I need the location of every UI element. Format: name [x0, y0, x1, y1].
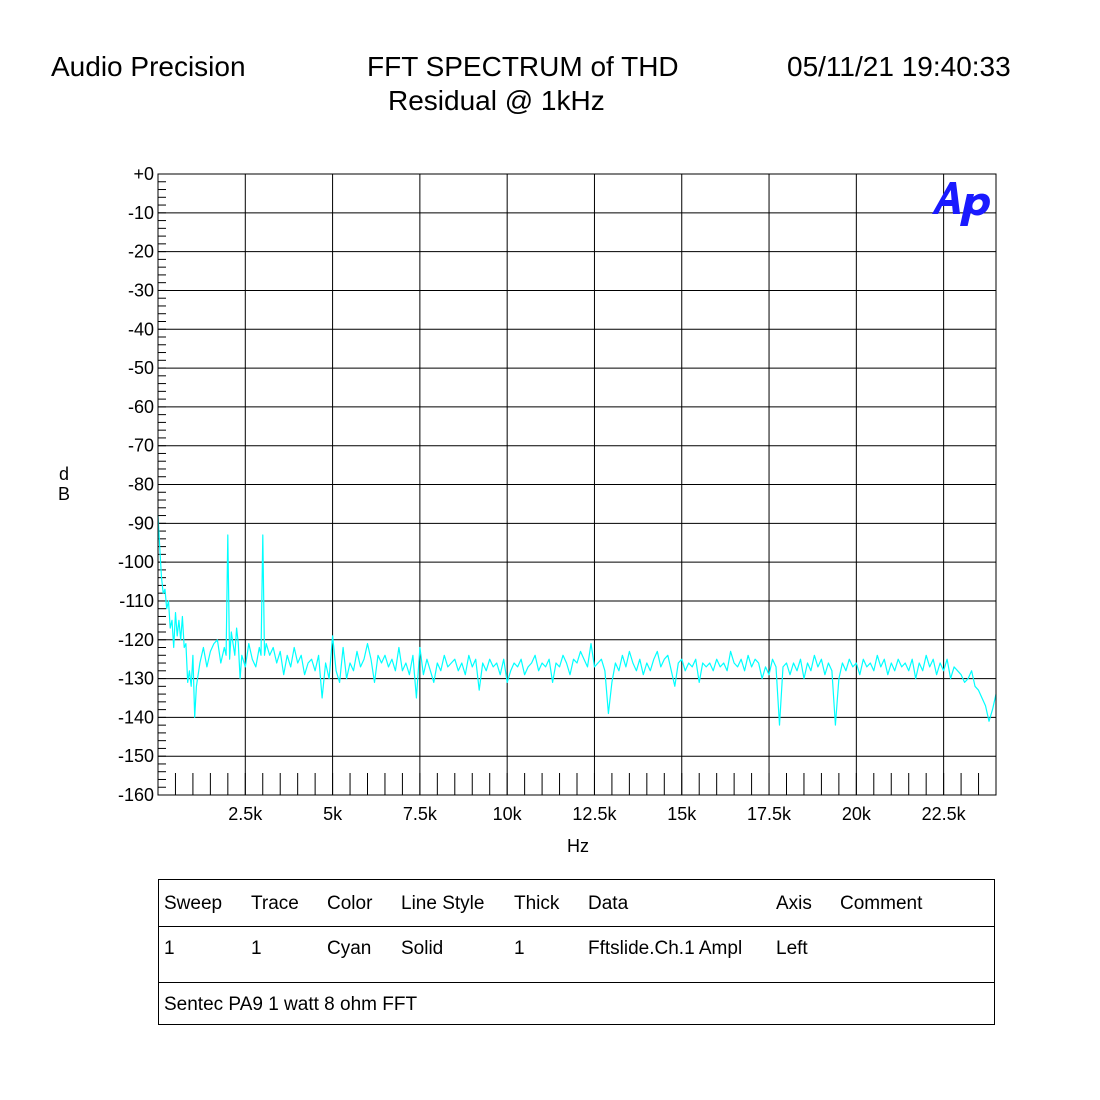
legend-header-axis: Axis	[776, 893, 812, 914]
y-tick-label: -30	[128, 280, 154, 300]
y-tick-label: -150	[118, 746, 154, 766]
x-tick-label: 17.5k	[747, 804, 792, 824]
brand-name: Audio Precision	[51, 51, 246, 82]
y-tick-labels: +0 -10 -20 -30 -40 -50 -60 -70 -80 -90 -100 -110 -12…	[118, 164, 154, 805]
y-tick-label: -20	[128, 242, 154, 262]
legend-header-line-style: Line Style	[401, 893, 485, 914]
chart-subtitle: Residual @ 1kHz	[388, 85, 605, 116]
x-axis-label: Hz	[567, 836, 589, 856]
fft-trace-line	[157, 515, 997, 726]
x-tick-label: 12.5k	[572, 804, 617, 824]
legend-cell-color: Cyan	[327, 938, 372, 959]
y-tick-label: -110	[119, 591, 154, 611]
ap-logo	[932, 182, 990, 226]
plot-frame	[157, 173, 997, 796]
y-tick-label: -140	[118, 707, 154, 727]
y-tick-label: -60	[128, 397, 154, 417]
legend-data-row: 1 1 Cyan Solid 1 Fftslide.Ch.1 Ampl Left	[159, 926, 994, 983]
chart-title: FFT SPECTRUM of THD	[367, 51, 679, 82]
legend-header-color: Color	[327, 893, 373, 914]
legend-comment-row: Sentec PA9 1 watt 8 ohm FFT	[159, 982, 994, 1026]
y-tick-label: -80	[128, 475, 154, 495]
timestamp: 05/11/21 19:40:33	[787, 51, 1011, 82]
x-tick-label: 7.5k	[403, 804, 438, 824]
legend-cell-sweep: 1	[164, 938, 175, 959]
y-tick-label: -50	[128, 358, 154, 378]
y-tick-label: -40	[128, 319, 154, 339]
y-tick-label: -10	[128, 203, 154, 223]
legend-header-row: Sweep Trace Color Line Style Thick Data …	[159, 880, 994, 927]
legend-cell-axis: Left	[776, 938, 808, 959]
traces	[157, 515, 997, 726]
legend-header-data: Data	[588, 893, 629, 914]
legend-header-sweep: Sweep	[164, 893, 223, 914]
y-tick-label: -90	[128, 513, 154, 533]
legend-cell-line-style: Solid	[401, 938, 444, 959]
logo-letter-a	[932, 182, 960, 214]
legend-cell-data: Fftslide.Ch.1 Ampl	[588, 938, 743, 959]
logo-letter-p	[960, 193, 990, 226]
y-tick-label: -100	[118, 552, 154, 572]
fft-chart: +0 -10 -20 -30 -40 -50 -60 -70 -80 -90 -100 -110 -12…	[118, 164, 997, 856]
legend-header-thick: Thick	[514, 893, 560, 914]
y-tick-label: +0	[133, 164, 154, 184]
x-tick-label: 5k	[323, 804, 343, 824]
legend-comment-text: Sentec PA9 1 watt 8 ohm FFT	[164, 994, 418, 1015]
x-tick-labels: 2.5k 5k 7.5k 10k 12.5k 15k 17.5k 20k 22.5k	[228, 804, 966, 824]
y-axis-label: d B	[57, 464, 71, 504]
grid	[158, 173, 996, 796]
legend-header-comment: Comment	[840, 893, 923, 914]
legend-header-trace: Trace	[251, 893, 299, 914]
legend-cell-thick: 1	[514, 938, 525, 959]
x-tick-label: 2.5k	[228, 804, 263, 824]
minor-ticks	[158, 173, 980, 796]
legend-cell-trace: 1	[251, 938, 262, 959]
y-tick-label: -70	[128, 436, 154, 456]
x-tick-label: 15k	[667, 804, 697, 824]
y-axis-label-letter: d	[58, 464, 69, 484]
x-tick-label: 22.5k	[922, 804, 967, 824]
legend-table: Sweep Trace Color Line Style Thick Data …	[158, 879, 995, 1025]
x-tick-label: 10k	[493, 804, 523, 824]
y-tick-label: -130	[118, 669, 154, 689]
y-tick-label: -120	[118, 630, 154, 650]
x-tick-label: 20k	[842, 804, 872, 824]
y-axis-label-letter: B	[57, 484, 70, 504]
y-tick-label: -160	[118, 785, 154, 805]
